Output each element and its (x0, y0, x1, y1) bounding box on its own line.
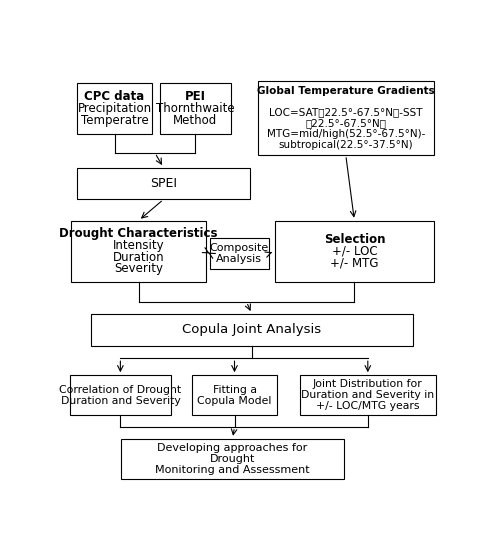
Text: MTG=mid/high(52.5°-67.5°N)-: MTG=mid/high(52.5°-67.5°N)- (267, 129, 425, 139)
FancyBboxPatch shape (121, 439, 344, 479)
Text: Analysis: Analysis (216, 254, 262, 264)
FancyBboxPatch shape (77, 168, 250, 200)
Text: Monitoring and Assessment: Monitoring and Assessment (155, 465, 310, 475)
Text: Drought: Drought (210, 454, 255, 464)
Text: （22.5°-67.5°N）: （22.5°-67.5°N） (305, 118, 386, 128)
Text: +/- LOC/MTG years: +/- LOC/MTG years (316, 402, 420, 411)
FancyBboxPatch shape (160, 83, 231, 134)
Text: CPC data: CPC data (85, 90, 145, 103)
FancyBboxPatch shape (209, 238, 269, 270)
Text: Copula Joint Analysis: Copula Joint Analysis (182, 323, 321, 336)
Text: Developing approaches for: Developing approaches for (157, 443, 308, 453)
FancyBboxPatch shape (71, 221, 206, 282)
Text: Intensity: Intensity (113, 239, 164, 252)
Text: PEI: PEI (185, 90, 206, 103)
Text: SPEI: SPEI (150, 177, 177, 190)
Text: Global Temperature Gradients: Global Temperature Gradients (257, 86, 435, 96)
FancyBboxPatch shape (192, 375, 277, 415)
Text: Duration: Duration (113, 251, 164, 263)
Text: Copula Model: Copula Model (198, 396, 272, 406)
Text: Joint Distribution for: Joint Distribution for (313, 379, 423, 389)
FancyBboxPatch shape (299, 375, 436, 415)
Text: Fitting a: Fitting a (212, 385, 256, 395)
FancyBboxPatch shape (77, 83, 152, 134)
FancyBboxPatch shape (257, 81, 434, 155)
FancyBboxPatch shape (91, 314, 413, 345)
Text: +/- LOC: +/- LOC (332, 245, 377, 258)
Text: Composite: Composite (210, 243, 269, 253)
Text: Temperatre: Temperatre (81, 114, 148, 126)
Text: Selection: Selection (324, 233, 385, 246)
FancyBboxPatch shape (69, 375, 171, 415)
Text: Duration and Severity: Duration and Severity (60, 396, 180, 406)
Text: Severity: Severity (114, 262, 163, 276)
Text: +/- MTG: +/- MTG (330, 256, 379, 270)
Text: subtropical(22.5°-37.5°N): subtropical(22.5°-37.5°N) (279, 140, 413, 150)
Text: Correlation of Drought: Correlation of Drought (59, 385, 182, 395)
Text: Precipitation: Precipitation (78, 102, 151, 115)
Text: LOC=SAT（22.5°-67.5°N）-SST: LOC=SAT（22.5°-67.5°N）-SST (269, 108, 423, 118)
Text: Method: Method (173, 114, 217, 126)
Text: Thornthwaite: Thornthwaite (156, 102, 235, 115)
Text: Duration and Severity in: Duration and Severity in (301, 390, 435, 400)
FancyBboxPatch shape (275, 221, 434, 282)
Text: Drought Characteristics: Drought Characteristics (59, 227, 218, 240)
